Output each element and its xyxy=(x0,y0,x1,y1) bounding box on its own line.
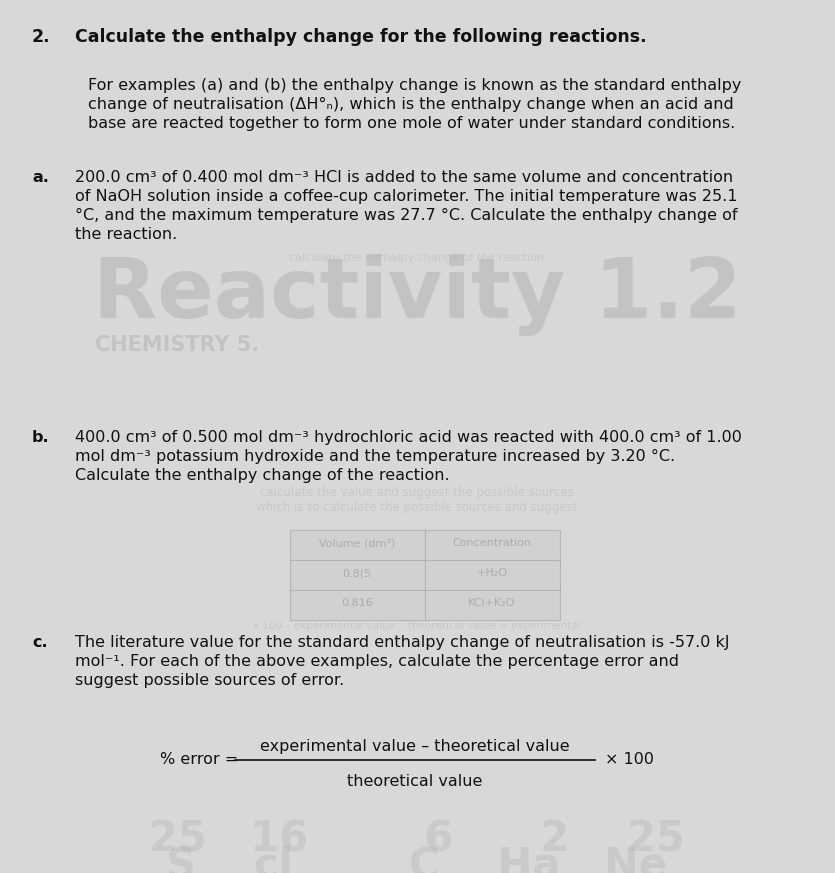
Text: theoretical value: theoretical value xyxy=(347,774,483,789)
Text: Reactivity 1.2: Reactivity 1.2 xyxy=(93,254,741,336)
Text: % error =: % error = xyxy=(160,753,238,767)
FancyBboxPatch shape xyxy=(290,530,560,620)
Text: °C, and the maximum temperature was 27.7 °C. Calculate the enthalpy change of: °C, and the maximum temperature was 27.7… xyxy=(75,208,737,223)
Text: change of neutralisation (ΔH°ₙ), which is the enthalpy change when an acid and: change of neutralisation (ΔH°ₙ), which i… xyxy=(88,97,734,112)
Text: S    cl        C    Ha   Ne: S cl C Ha Ne xyxy=(166,844,667,873)
Text: KCl+K₂O: KCl+K₂O xyxy=(468,598,516,608)
Text: 2.: 2. xyxy=(32,28,51,46)
Text: For examples (a) and (b) the enthalpy change is known as the standard enthalpy: For examples (a) and (b) the enthalpy ch… xyxy=(88,78,741,93)
Text: suggest possible sources of error.: suggest possible sources of error. xyxy=(75,673,344,688)
Text: of NaOH solution inside a coffee-cup calorimeter. The initial temperature was 25: of NaOH solution inside a coffee-cup cal… xyxy=(75,189,737,204)
Text: Concentration: Concentration xyxy=(453,538,532,548)
Text: × 100: × 100 xyxy=(605,753,654,767)
Text: Calculate the enthalpy change of the reaction.: Calculate the enthalpy change of the rea… xyxy=(75,468,449,483)
Text: 400.0 cm³ of 0.500 mol dm⁻³ hydrochloric acid was reacted with 400.0 cm³ of 1.00: 400.0 cm³ of 0.500 mol dm⁻³ hydrochloric… xyxy=(75,430,741,445)
Text: Volume (dm³): Volume (dm³) xyxy=(319,538,395,548)
Text: b.: b. xyxy=(32,430,49,445)
Text: base are reacted together to form one mole of water under standard conditions.: base are reacted together to form one mo… xyxy=(88,116,736,131)
Text: a.: a. xyxy=(32,170,49,185)
Text: mol⁻¹. For each of the above examples, calculate the percentage error and: mol⁻¹. For each of the above examples, c… xyxy=(75,654,679,669)
Text: The literature value for the standard enthalpy change of neutralisation is -57.0: The literature value for the standard en… xyxy=(75,635,730,650)
Text: c.: c. xyxy=(32,635,48,650)
Text: +H₂O: +H₂O xyxy=(477,568,508,578)
Text: 0.816: 0.816 xyxy=(342,598,373,608)
Text: CHEMISTRY 5.: CHEMISTRY 5. xyxy=(95,335,259,355)
Text: the reaction.: the reaction. xyxy=(75,227,177,242)
Text: Calculate the enthalpy change for the following reactions.: Calculate the enthalpy change for the fo… xyxy=(75,28,646,46)
Text: 25   16        6      2    25: 25 16 6 2 25 xyxy=(149,819,685,861)
Text: experimental value – theoretical value: experimental value – theoretical value xyxy=(261,739,569,754)
Text: calculate the value and suggest the possible sources
which is to calculate the p: calculate the value and suggest the poss… xyxy=(256,486,578,514)
Text: 200.0 cm³ of 0.400 mol dm⁻³ HCl is added to the same volume and concentration: 200.0 cm³ of 0.400 mol dm⁻³ HCl is added… xyxy=(75,170,733,185)
Text: mol dm⁻³ potassium hydroxide and the temperature increased by 3.20 °C.: mol dm⁻³ potassium hydroxide and the tem… xyxy=(75,449,676,464)
Text: calculate the enthalpy change of the reaction: calculate the enthalpy change of the rea… xyxy=(290,253,544,263)
Text: 0.8(5: 0.8(5 xyxy=(342,568,372,578)
Text: x 100 – experimental value    theoretical value = experimental: x 100 – experimental value theoretical v… xyxy=(253,621,581,631)
